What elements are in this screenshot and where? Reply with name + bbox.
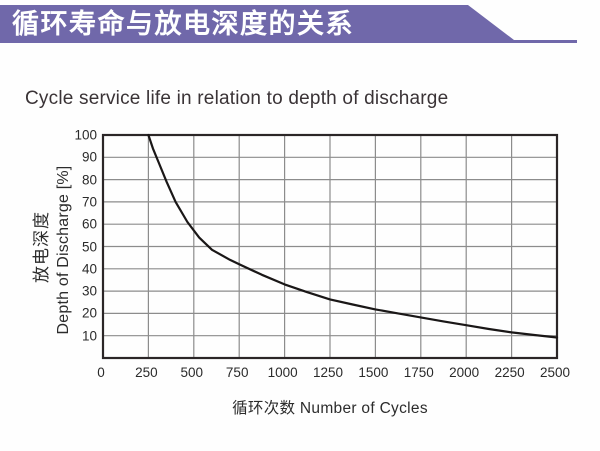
y-tick-label-90: 90 <box>81 149 97 165</box>
x-tick-label-1000: 1000 <box>267 365 298 380</box>
y-tick-label-50: 50 <box>81 239 97 254</box>
x-tick-label-1500: 1500 <box>358 365 389 380</box>
y-tick-label-10: 10 <box>81 328 97 344</box>
y-tick-label-100: 100 <box>74 127 97 143</box>
y-tick-label-30: 30 <box>81 283 97 299</box>
plot-border <box>101 133 559 360</box>
x-tick-label-2250: 2250 <box>494 365 525 380</box>
y-tick-label-60: 60 <box>81 216 97 232</box>
chart-title: Cycle service life in relation to depth … <box>25 88 449 109</box>
banner-title: 循环寿命与放电深度的关系 <box>12 9 354 39</box>
x-tick-label-0: 0 <box>97 365 105 380</box>
x-tick-label-1250: 1250 <box>312 365 344 380</box>
x-tick-label-750: 750 <box>225 365 249 380</box>
y-tick-label-20: 20 <box>81 305 97 321</box>
x-tick-label-2500: 2500 <box>539 365 571 380</box>
x-tick-label-500: 500 <box>180 365 204 380</box>
y-tick-label-40: 40 <box>81 261 97 277</box>
x-tick-label-1750: 1750 <box>403 365 434 380</box>
x-tick-label-2000: 2000 <box>449 365 480 380</box>
y-tick-label-70: 70 <box>81 194 97 210</box>
x-axis-label: 循环次数 Number of Cycles <box>232 400 428 417</box>
y-tick-label-80: 80 <box>81 172 97 188</box>
series-depth-of-discharge-vs-cycles <box>147 133 559 339</box>
x-tick-label-250: 250 <box>135 365 158 380</box>
